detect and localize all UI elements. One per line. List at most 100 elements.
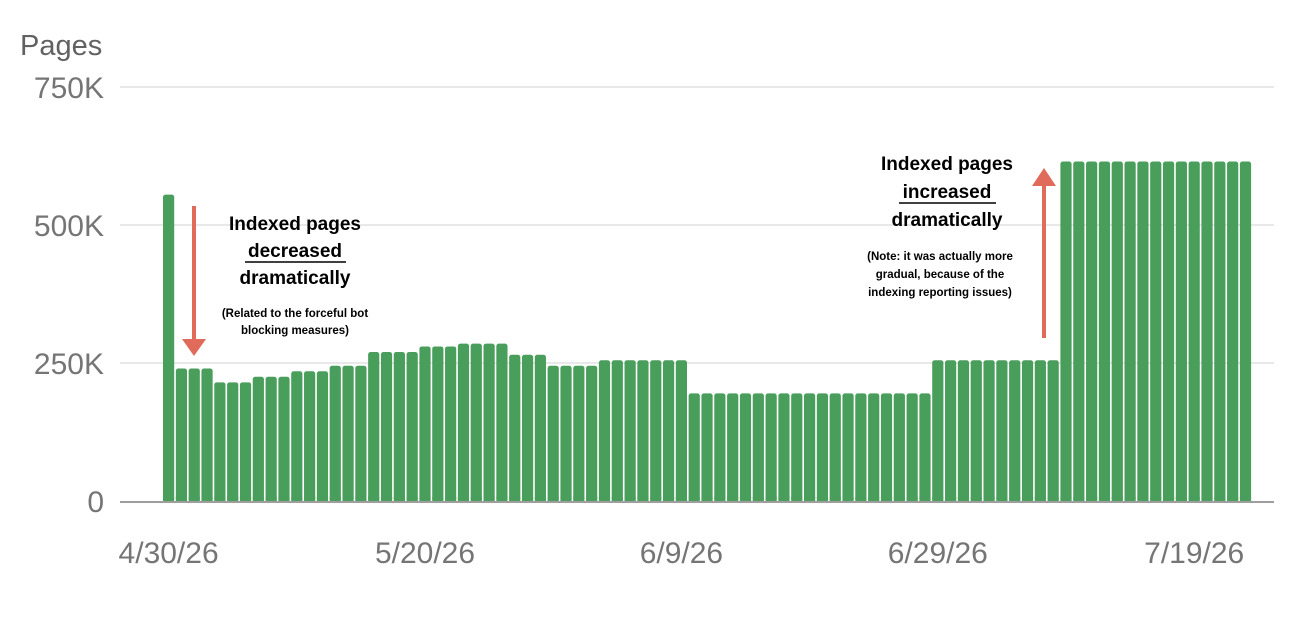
bar-base	[316, 497, 329, 501]
bar	[739, 393, 752, 501]
x-tick-label: 7/19/26	[1144, 537, 1244, 570]
bar-base	[1060, 497, 1072, 501]
bar	[1034, 360, 1046, 501]
bar	[829, 393, 841, 501]
bar-base	[829, 497, 841, 501]
bar-base	[163, 497, 175, 501]
bar	[278, 376, 290, 501]
bar-base	[393, 497, 405, 501]
bar	[483, 343, 495, 501]
bar	[970, 360, 982, 501]
bar-base	[727, 497, 739, 501]
bar-base	[470, 497, 482, 501]
bar-base	[265, 497, 277, 501]
bar	[316, 371, 329, 501]
bar	[1137, 161, 1149, 501]
bar-base	[880, 497, 893, 501]
bar	[1047, 360, 1059, 501]
bar	[752, 393, 764, 501]
bar-base	[611, 497, 623, 501]
bar	[368, 351, 380, 501]
bar-base	[201, 497, 213, 501]
bar-base	[483, 497, 495, 501]
annotation-increase-note-3: indexing reporting issues)	[868, 287, 1012, 299]
bar-base	[509, 497, 521, 501]
bar	[855, 393, 867, 501]
bar-base	[534, 497, 546, 501]
bar	[701, 393, 713, 501]
bar	[175, 368, 188, 501]
annotation-decrease-line-2: decreased	[248, 241, 342, 262]
bar-base	[1124, 497, 1136, 501]
bar	[1188, 161, 1200, 501]
bar	[598, 360, 611, 501]
bar	[778, 393, 790, 501]
bar-base	[1111, 497, 1123, 501]
bar	[1227, 161, 1239, 501]
bar-base	[1021, 497, 1034, 501]
bar-base	[175, 497, 188, 501]
down-arrow-head	[182, 339, 206, 356]
bar	[675, 360, 687, 501]
bar	[573, 365, 585, 501]
bar-base	[380, 497, 393, 501]
bar-base	[560, 497, 572, 501]
x-tick-label: 5/20/26	[375, 537, 475, 570]
bar-base	[662, 497, 675, 501]
bar-base	[1047, 497, 1059, 501]
bar	[1239, 161, 1252, 501]
bar	[816, 393, 829, 501]
bar	[791, 393, 803, 501]
bar	[662, 360, 675, 501]
annotation-increase: Indexed pages increased dramatically (No…	[867, 154, 1056, 338]
bar-base	[1073, 497, 1085, 501]
bar	[227, 382, 239, 501]
bar	[611, 360, 623, 501]
y-tick-label: 500K	[34, 210, 104, 243]
bar	[765, 393, 777, 501]
bar-base	[188, 497, 200, 501]
bar-base	[957, 497, 970, 501]
bar-base	[765, 497, 777, 501]
bar	[1201, 161, 1213, 501]
x-tick-label: 4/30/26	[119, 537, 219, 570]
bar	[380, 351, 393, 501]
bar-base	[855, 497, 867, 501]
annotation-decrease-line-1: Indexed pages	[229, 214, 361, 235]
bar-base	[457, 497, 470, 501]
bar	[880, 393, 893, 501]
bar	[1021, 360, 1034, 501]
annotation-increase-note-2: gradual, because of the	[876, 269, 1004, 281]
bar-base	[445, 497, 457, 501]
bar	[406, 351, 418, 501]
annotation-decrease: Indexed pages decreased dramatically (Re…	[182, 206, 368, 356]
bar-base	[368, 497, 380, 501]
bar-base	[573, 497, 585, 501]
bar	[1060, 161, 1072, 501]
bar-base	[714, 497, 726, 501]
bar-base	[778, 497, 790, 501]
bar	[957, 360, 970, 501]
bar-base	[521, 497, 534, 501]
bar	[304, 371, 316, 501]
bar-base	[752, 497, 764, 501]
bar	[1124, 161, 1136, 501]
bar-base	[547, 497, 559, 501]
bar	[342, 365, 354, 501]
bar-base	[1150, 497, 1162, 501]
annotation-increase-note-1: (Note: it was actually more	[867, 251, 1013, 263]
annotation-decrease-note-2: blocking measures)	[241, 325, 349, 337]
bar	[983, 360, 995, 501]
bar	[214, 382, 226, 501]
bar	[727, 393, 739, 501]
bar	[804, 393, 816, 501]
bar	[329, 365, 341, 501]
annotation-increase-line-3: dramatically	[892, 210, 1003, 231]
bar	[842, 393, 854, 501]
bar-base	[1098, 497, 1111, 501]
bar	[457, 343, 470, 501]
bar	[1098, 161, 1111, 501]
bar	[1009, 360, 1021, 501]
bar	[932, 360, 944, 501]
